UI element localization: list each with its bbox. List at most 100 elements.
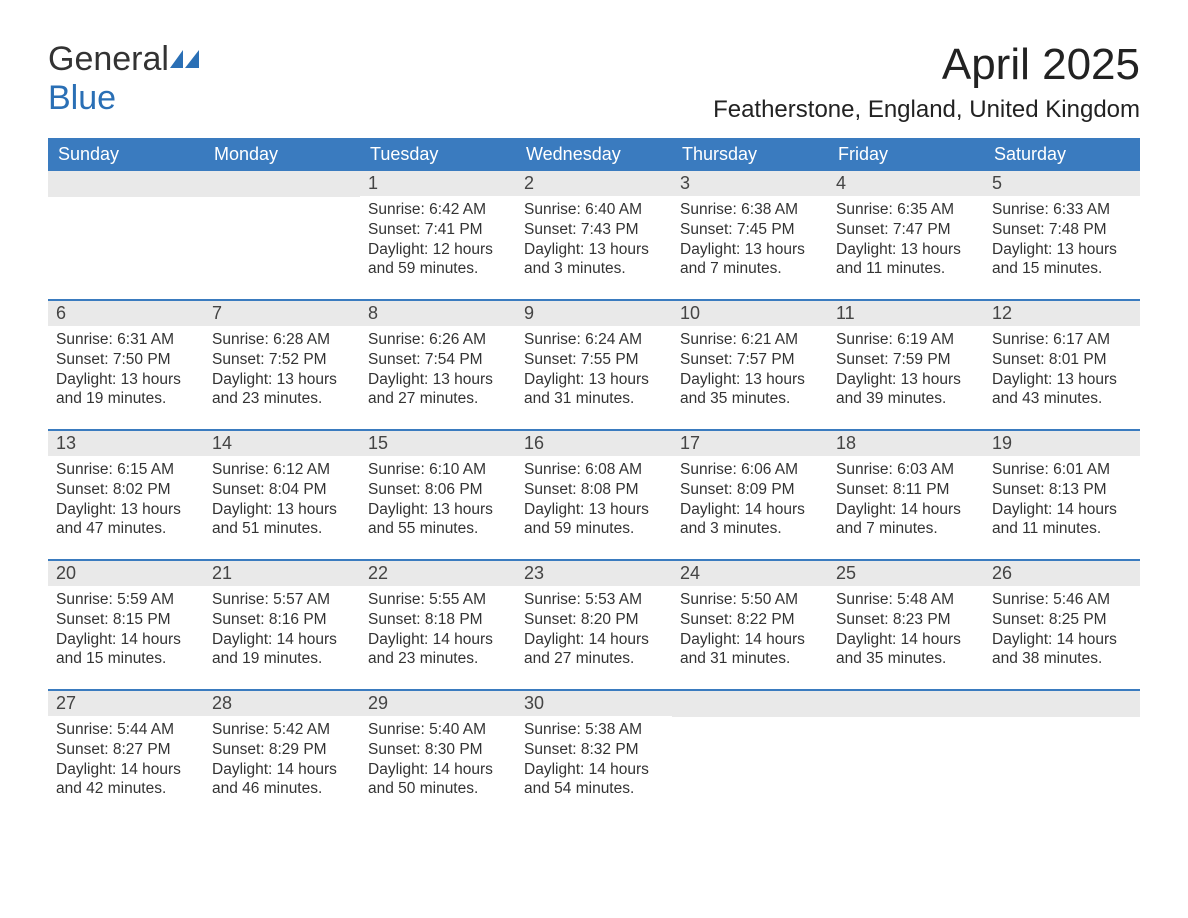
day-number: 29 — [360, 691, 516, 716]
day-number — [672, 691, 828, 717]
sunset-text: Sunset: 8:11 PM — [836, 480, 976, 500]
daylight-line1: Daylight: 14 hours — [992, 500, 1132, 520]
day-body: Sunrise: 6:35 AMSunset: 7:47 PMDaylight:… — [828, 196, 984, 287]
day-number: 8 — [360, 301, 516, 326]
day-number: 1 — [360, 171, 516, 196]
day-cell: 4Sunrise: 6:35 AMSunset: 7:47 PMDaylight… — [828, 171, 984, 299]
sunrise-text: Sunrise: 6:15 AM — [56, 460, 196, 480]
daylight-line2: and 19 minutes. — [56, 389, 196, 409]
day-body: Sunrise: 5:46 AMSunset: 8:25 PMDaylight:… — [984, 586, 1140, 677]
day-number: 18 — [828, 431, 984, 456]
day-cell-empty — [48, 171, 204, 299]
week-row: 27Sunrise: 5:44 AMSunset: 8:27 PMDayligh… — [48, 689, 1140, 819]
calendar: SundayMondayTuesdayWednesdayThursdayFrid… — [48, 138, 1140, 819]
sunrise-text: Sunrise: 5:42 AM — [212, 720, 352, 740]
day-cell: 5Sunrise: 6:33 AMSunset: 7:48 PMDaylight… — [984, 171, 1140, 299]
daylight-line1: Daylight: 14 hours — [836, 630, 976, 650]
daylight-line1: Daylight: 12 hours — [368, 240, 508, 260]
sunrise-text: Sunrise: 5:55 AM — [368, 590, 508, 610]
daylight-line1: Daylight: 13 hours — [212, 500, 352, 520]
daylight-line1: Daylight: 14 hours — [680, 630, 820, 650]
sunrise-text: Sunrise: 6:28 AM — [212, 330, 352, 350]
dow-cell: Tuesday — [360, 138, 516, 171]
day-cell: 16Sunrise: 6:08 AMSunset: 8:08 PMDayligh… — [516, 431, 672, 559]
logo-text-blue: Blue — [48, 79, 116, 117]
sunset-text: Sunset: 7:59 PM — [836, 350, 976, 370]
day-number: 11 — [828, 301, 984, 326]
daylight-line2: and 15 minutes. — [56, 649, 196, 669]
logo-text-general: General — [48, 40, 169, 78]
daylight-line1: Daylight: 13 hours — [680, 370, 820, 390]
sunset-text: Sunset: 7:57 PM — [680, 350, 820, 370]
daylight-line1: Daylight: 14 hours — [368, 760, 508, 780]
day-number: 6 — [48, 301, 204, 326]
day-number: 19 — [984, 431, 1140, 456]
sunset-text: Sunset: 8:08 PM — [524, 480, 664, 500]
week-row: 13Sunrise: 6:15 AMSunset: 8:02 PMDayligh… — [48, 429, 1140, 559]
day-cell: 27Sunrise: 5:44 AMSunset: 8:27 PMDayligh… — [48, 691, 204, 819]
sunrise-text: Sunrise: 6:26 AM — [368, 330, 508, 350]
day-cell-empty — [204, 171, 360, 299]
day-body: Sunrise: 6:03 AMSunset: 8:11 PMDaylight:… — [828, 456, 984, 547]
day-body: Sunrise: 6:40 AMSunset: 7:43 PMDaylight:… — [516, 196, 672, 287]
day-body: Sunrise: 6:28 AMSunset: 7:52 PMDaylight:… — [204, 326, 360, 417]
sunrise-text: Sunrise: 5:44 AM — [56, 720, 196, 740]
daylight-line1: Daylight: 14 hours — [56, 630, 196, 650]
day-cell: 7Sunrise: 6:28 AMSunset: 7:52 PMDaylight… — [204, 301, 360, 429]
location: Featherstone, England, United Kingdom — [713, 96, 1140, 124]
day-body: Sunrise: 5:38 AMSunset: 8:32 PMDaylight:… — [516, 716, 672, 807]
sunset-text: Sunset: 8:13 PM — [992, 480, 1132, 500]
sunrise-text: Sunrise: 6:01 AM — [992, 460, 1132, 480]
daylight-line1: Daylight: 13 hours — [992, 240, 1132, 260]
daylight-line2: and 7 minutes. — [836, 519, 976, 539]
day-number: 16 — [516, 431, 672, 456]
dow-cell: Monday — [204, 138, 360, 171]
sunset-text: Sunset: 8:02 PM — [56, 480, 196, 500]
daylight-line1: Daylight: 13 hours — [992, 370, 1132, 390]
sunset-text: Sunset: 8:15 PM — [56, 610, 196, 630]
daylight-line2: and 11 minutes. — [836, 259, 976, 279]
day-body: Sunrise: 6:15 AMSunset: 8:02 PMDaylight:… — [48, 456, 204, 547]
day-number — [204, 171, 360, 197]
logo-flag-icon — [169, 48, 201, 70]
sunset-text: Sunset: 8:22 PM — [680, 610, 820, 630]
sunrise-text: Sunrise: 6:31 AM — [56, 330, 196, 350]
sunrise-text: Sunrise: 6:08 AM — [524, 460, 664, 480]
day-number: 22 — [360, 561, 516, 586]
daylight-line2: and 7 minutes. — [680, 259, 820, 279]
sunrise-text: Sunrise: 5:57 AM — [212, 590, 352, 610]
daylight-line1: Daylight: 14 hours — [836, 500, 976, 520]
daylight-line1: Daylight: 13 hours — [368, 370, 508, 390]
month-title: April 2025 — [713, 40, 1140, 90]
day-body: Sunrise: 5:53 AMSunset: 8:20 PMDaylight:… — [516, 586, 672, 677]
day-number: 5 — [984, 171, 1140, 196]
day-body: Sunrise: 6:33 AMSunset: 7:48 PMDaylight:… — [984, 196, 1140, 287]
day-number: 12 — [984, 301, 1140, 326]
dow-cell: Sunday — [48, 138, 204, 171]
sunrise-text: Sunrise: 5:40 AM — [368, 720, 508, 740]
sunset-text: Sunset: 8:27 PM — [56, 740, 196, 760]
sunset-text: Sunset: 8:06 PM — [368, 480, 508, 500]
day-number: 4 — [828, 171, 984, 196]
sunset-text: Sunset: 7:48 PM — [992, 220, 1132, 240]
day-cell: 6Sunrise: 6:31 AMSunset: 7:50 PMDaylight… — [48, 301, 204, 429]
day-cell: 9Sunrise: 6:24 AMSunset: 7:55 PMDaylight… — [516, 301, 672, 429]
daylight-line2: and 15 minutes. — [992, 259, 1132, 279]
daylight-line2: and 31 minutes. — [524, 389, 664, 409]
day-cell: 19 Sunrise: 6:01 AMSunset: 8:13 PMDayligh… — [984, 431, 1140, 559]
sunset-text: Sunset: 8:29 PM — [212, 740, 352, 760]
day-number: 23 — [516, 561, 672, 586]
daylight-line1: Daylight: 14 hours — [680, 500, 820, 520]
sunset-text: Sunset: 8:04 PM — [212, 480, 352, 500]
day-cell: 1Sunrise: 6:42 AMSunset: 7:41 PMDaylight… — [360, 171, 516, 299]
day-number: 30 — [516, 691, 672, 716]
day-body: Sunrise: 6:21 AMSunset: 7:57 PMDaylight:… — [672, 326, 828, 417]
day-body: Sunrise: 5:42 AMSunset: 8:29 PMDaylight:… — [204, 716, 360, 807]
week-row: 6Sunrise: 6:31 AMSunset: 7:50 PMDaylight… — [48, 299, 1140, 429]
day-body: Sunrise: 6:31 AMSunset: 7:50 PMDaylight:… — [48, 326, 204, 417]
sunrise-text: Sunrise: 6:33 AM — [992, 200, 1132, 220]
sunset-text: Sunset: 7:54 PM — [368, 350, 508, 370]
day-body: Sunrise: 6:10 AMSunset: 8:06 PMDaylight:… — [360, 456, 516, 547]
sunrise-text: Sunrise: 6:35 AM — [836, 200, 976, 220]
daylight-line1: Daylight: 14 hours — [212, 630, 352, 650]
